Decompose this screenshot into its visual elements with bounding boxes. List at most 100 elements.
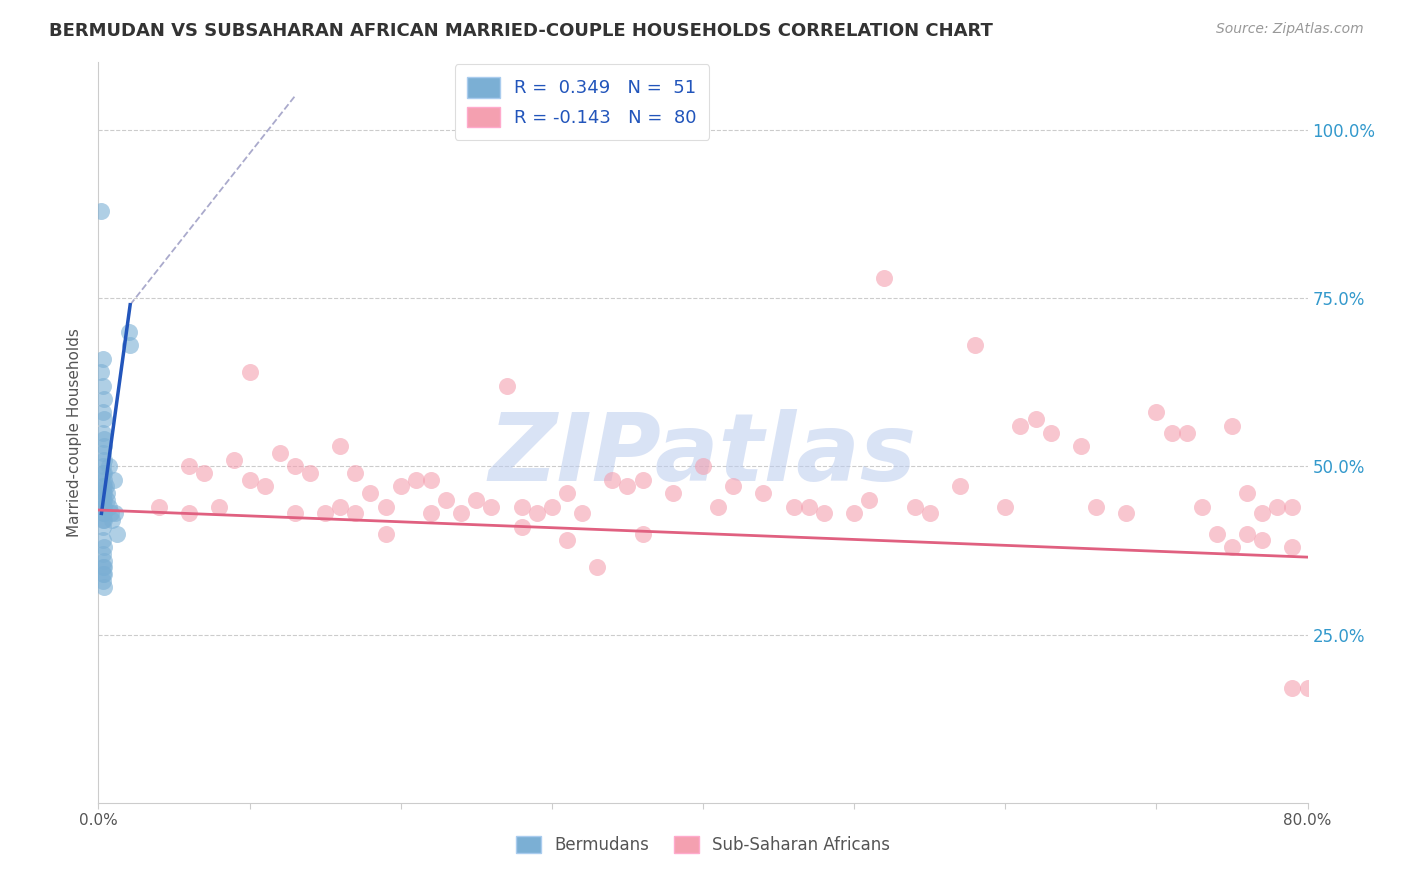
Point	[193, 466, 215, 480]
Point	[904, 500, 927, 514]
Point	[269, 446, 291, 460]
Point	[93, 479, 115, 493]
Point	[329, 439, 352, 453]
Point	[91, 459, 114, 474]
Point	[91, 500, 114, 514]
Point	[93, 433, 115, 447]
Point	[91, 547, 114, 561]
Point	[91, 520, 114, 534]
Point	[91, 446, 114, 460]
Point	[93, 566, 115, 581]
Point	[93, 473, 115, 487]
Point	[91, 405, 114, 419]
Point	[1175, 425, 1198, 440]
Point	[1191, 500, 1213, 514]
Point	[103, 473, 125, 487]
Point	[93, 439, 115, 453]
Point	[1251, 533, 1274, 548]
Point	[616, 479, 638, 493]
Point	[91, 566, 114, 581]
Point	[1251, 507, 1274, 521]
Point	[1160, 425, 1182, 440]
Point	[94, 479, 117, 493]
Point	[93, 540, 115, 554]
Point	[208, 500, 231, 514]
Point	[692, 459, 714, 474]
Point	[631, 473, 654, 487]
Point	[105, 526, 128, 541]
Point	[555, 486, 578, 500]
Point	[329, 500, 352, 514]
Point	[93, 392, 115, 406]
Point	[344, 466, 367, 480]
Point	[91, 425, 114, 440]
Point	[91, 560, 114, 574]
Point	[374, 526, 396, 541]
Point	[93, 581, 115, 595]
Point	[1070, 439, 1092, 453]
Point	[540, 500, 562, 514]
Point	[239, 473, 262, 487]
Text: BERMUDAN VS SUBSAHARAN AFRICAN MARRIED-COUPLE HOUSEHOLDS CORRELATION CHART: BERMUDAN VS SUBSAHARAN AFRICAN MARRIED-C…	[49, 22, 993, 40]
Point	[661, 486, 683, 500]
Point	[91, 351, 114, 366]
Point	[91, 574, 114, 588]
Point	[148, 500, 170, 514]
Point	[104, 507, 127, 521]
Point	[1024, 412, 1046, 426]
Point	[179, 507, 201, 521]
Point	[284, 459, 307, 474]
Point	[526, 507, 548, 521]
Point	[344, 507, 367, 521]
Point	[93, 513, 115, 527]
Point	[90, 365, 112, 379]
Point	[450, 507, 472, 521]
Point	[555, 533, 578, 548]
Point	[284, 507, 307, 521]
Point	[752, 486, 775, 500]
Point	[101, 513, 124, 527]
Point	[813, 507, 835, 521]
Point	[631, 526, 654, 541]
Point	[91, 507, 114, 521]
Point	[96, 486, 118, 500]
Point	[783, 500, 806, 514]
Point	[120, 338, 142, 352]
Point	[1115, 507, 1137, 521]
Point	[465, 492, 488, 507]
Point	[965, 338, 987, 352]
Point	[118, 325, 141, 339]
Point	[481, 500, 503, 514]
Point	[314, 507, 336, 521]
Legend: Bermudans, Sub-Saharan Africans: Bermudans, Sub-Saharan Africans	[509, 830, 897, 861]
Point	[434, 492, 457, 507]
Point	[91, 486, 114, 500]
Point	[299, 466, 322, 480]
Text: ZIPatlas: ZIPatlas	[489, 409, 917, 500]
Point	[1236, 486, 1258, 500]
Point	[91, 533, 114, 548]
Point	[93, 492, 115, 507]
Point	[707, 500, 730, 514]
Point	[1236, 526, 1258, 541]
Point	[1010, 418, 1032, 433]
Point	[93, 560, 115, 574]
Point	[239, 365, 262, 379]
Y-axis label: Married-couple Households: Married-couple Households	[67, 328, 83, 537]
Point	[1296, 681, 1319, 696]
Point	[179, 459, 201, 474]
Point	[93, 486, 115, 500]
Point	[91, 378, 114, 392]
Point	[586, 560, 609, 574]
Point	[1039, 425, 1062, 440]
Point	[420, 473, 443, 487]
Point	[96, 492, 118, 507]
Point	[918, 507, 941, 521]
Point	[93, 500, 115, 514]
Point	[510, 500, 533, 514]
Point	[1281, 540, 1303, 554]
Point	[253, 479, 276, 493]
Point	[405, 473, 427, 487]
Point	[90, 203, 112, 218]
Point	[93, 412, 115, 426]
